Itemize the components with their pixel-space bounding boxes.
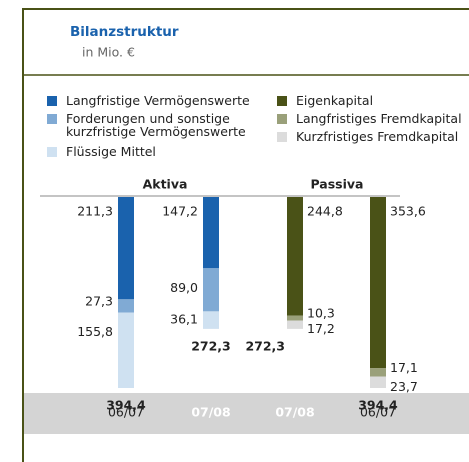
value-label: 36,1 bbox=[170, 312, 198, 327]
x-tick-label: 06/07 bbox=[360, 405, 396, 420]
group-label: Passiva bbox=[310, 177, 363, 192]
legend-swatch bbox=[47, 147, 57, 157]
bar-segment bbox=[370, 368, 386, 377]
bar-segment bbox=[203, 268, 219, 312]
legend-label: Eigenkapital bbox=[296, 93, 374, 108]
bar-segment bbox=[118, 197, 134, 300]
legend-swatch bbox=[47, 114, 57, 124]
legend-label: Langfristiges Fremdkapital bbox=[296, 111, 462, 126]
value-label: 17,2 bbox=[307, 321, 335, 336]
value-label: 89,0 bbox=[170, 280, 198, 295]
total-label: 394,4 bbox=[358, 398, 398, 413]
total-label: 272,3 bbox=[191, 338, 231, 353]
value-label: 23,7 bbox=[390, 379, 418, 394]
bar-segment bbox=[203, 311, 219, 329]
bar-segment bbox=[287, 197, 303, 316]
x-tick-label: 06/07 bbox=[108, 405, 144, 420]
value-label: 27,3 bbox=[85, 293, 113, 308]
bar-segment bbox=[118, 299, 134, 313]
legend-label: Flüssige Mittel bbox=[66, 144, 156, 159]
bar-segment bbox=[287, 320, 303, 329]
value-label: 147,2 bbox=[162, 204, 198, 219]
value-label: 17,1 bbox=[390, 360, 418, 375]
legend-swatch bbox=[47, 96, 57, 106]
category-band bbox=[24, 393, 469, 434]
bar-segment bbox=[370, 376, 386, 388]
chart-title: Bilanzstruktur bbox=[70, 24, 179, 40]
value-label: 244,8 bbox=[307, 204, 343, 219]
value-label: 155,8 bbox=[77, 324, 113, 339]
value-label: 10,3 bbox=[307, 306, 335, 321]
total-label: 272,3 bbox=[245, 338, 285, 353]
value-label: 353,6 bbox=[390, 204, 426, 219]
value-label: 211,3 bbox=[77, 204, 113, 219]
bar-segment bbox=[287, 315, 303, 321]
frame bbox=[22, 8, 469, 462]
chart-subtitle: in Mio. € bbox=[82, 45, 135, 60]
legend-label: Forderungen und sonstige kurzfristige Ve… bbox=[66, 111, 246, 139]
x-tick-label: 07/08 bbox=[275, 405, 314, 420]
legend-swatch bbox=[277, 96, 287, 106]
bar-segment bbox=[370, 197, 386, 369]
x-tick-label: 07/08 bbox=[191, 405, 230, 420]
legend-label: Kurzfristiges Fremdkapital bbox=[296, 129, 459, 144]
legend-label: Langfristige Vermögenswerte bbox=[66, 93, 250, 108]
total-label: 394,4 bbox=[106, 398, 146, 413]
legend-swatch bbox=[277, 114, 287, 124]
group-label: Aktiva bbox=[143, 177, 188, 192]
bar-segment bbox=[203, 197, 219, 269]
bar-segment bbox=[118, 312, 134, 388]
legend-swatch bbox=[277, 132, 287, 142]
